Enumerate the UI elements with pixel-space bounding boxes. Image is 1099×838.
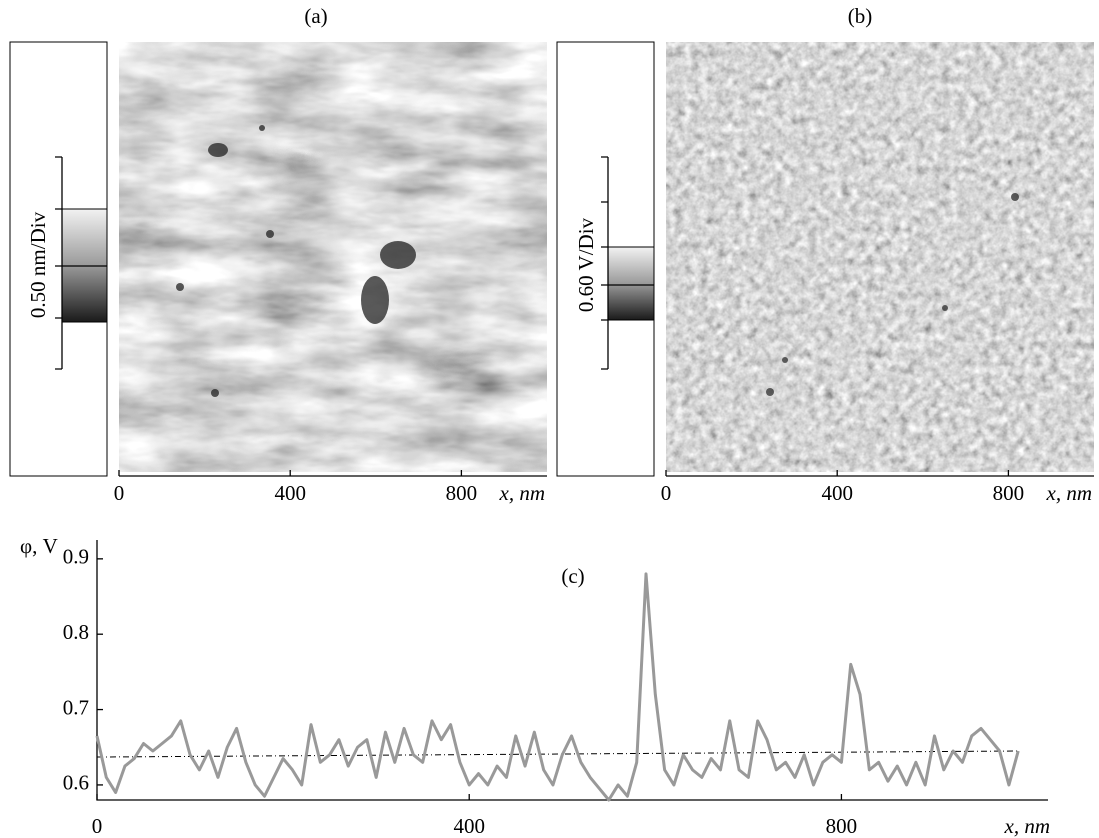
x-tick-label: 800 <box>993 481 1025 505</box>
x-tick-label: 0 <box>114 481 125 505</box>
x-axis-label: x, nm <box>1004 814 1051 838</box>
scale-ruler <box>601 156 654 370</box>
panel-a-image <box>9 41 547 477</box>
dark-spots <box>176 125 416 397</box>
scale-label: 0.50 nm/Div <box>26 211 50 318</box>
dark-spots <box>766 193 1019 396</box>
x-axis-label: x, nm <box>499 481 546 505</box>
scale-ruler <box>55 156 107 370</box>
x-tick-label: 400 <box>274 481 306 505</box>
potential-image <box>666 42 1094 472</box>
x-tick-label: 800 <box>446 481 478 505</box>
y-tick-label: 0.9 <box>63 545 89 569</box>
x-tick-label: 0 <box>92 814 103 838</box>
panel-b-image <box>556 41 1094 477</box>
color-bar <box>607 246 655 321</box>
y-tick-label: 0.6 <box>63 771 89 795</box>
afm-image <box>119 42 547 472</box>
reference-line <box>96 750 1019 758</box>
x-tick-label: 0 <box>661 481 672 505</box>
x-tick-label: 400 <box>453 814 485 838</box>
y-tick-label: 0.8 <box>63 620 89 644</box>
panel-label: (c) <box>561 564 584 588</box>
y-tick-label: 0.7 <box>63 695 89 719</box>
scale-label: 0.60 V/Div <box>574 217 598 312</box>
panel-label: (b) <box>848 4 873 28</box>
x-tick-label: 800 <box>826 814 858 838</box>
x-axis-label: x, nm <box>1046 481 1093 505</box>
data-line <box>95 572 1020 802</box>
y-axis-label: φ, V <box>20 534 58 558</box>
x-tick-label: 400 <box>821 481 853 505</box>
panel-label: (a) <box>304 4 327 28</box>
